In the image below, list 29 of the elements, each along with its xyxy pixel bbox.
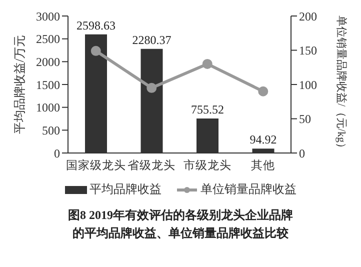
legend-label: 平均品牌收益	[88, 181, 162, 198]
y-tick-label: 2500	[36, 32, 60, 46]
y2-axis-title: 单位销量品牌收益/（元/kg）	[335, 15, 348, 154]
y2-tick-label: 200	[299, 9, 317, 24]
point	[146, 82, 157, 93]
y-axis-title: 平均品牌收益/万元	[12, 34, 26, 134]
point	[202, 58, 212, 69]
y-tick-label: 1500	[36, 78, 60, 92]
y-tick-label: 2000	[36, 54, 60, 69]
x-tick-label: 其他	[251, 159, 276, 172]
y2-tick-label: 0	[299, 146, 305, 160]
y2-tick-label: 150	[299, 44, 317, 58]
text: 图8 2019年有效评估的各级别龙头企业品牌的平均品牌收益、单位销量品牌收益比较	[67, 207, 294, 242]
x-tick-label: 国家级龙头	[66, 158, 126, 172]
point	[90, 46, 101, 56]
y-tick-label: 500	[42, 123, 60, 138]
point	[258, 86, 268, 96]
legend-label: 单位销量品牌收益	[200, 181, 296, 198]
data-label: 94.92	[250, 132, 277, 147]
y-tick-label: 0	[54, 146, 60, 160]
x-tick-label: 市级龙头	[183, 158, 232, 172]
data-label: 755.52	[191, 102, 224, 116]
y-tick-label: 3000	[36, 9, 60, 24]
y-tick-label: 1000	[36, 100, 60, 115]
y2-tick-label: 100	[299, 78, 317, 92]
y2-tick-label: 50	[299, 112, 311, 126]
data-label: 2280.37	[132, 32, 172, 47]
x-tick-label: 省级龙头	[128, 159, 176, 172]
data-label: 2598.63	[76, 18, 116, 32]
